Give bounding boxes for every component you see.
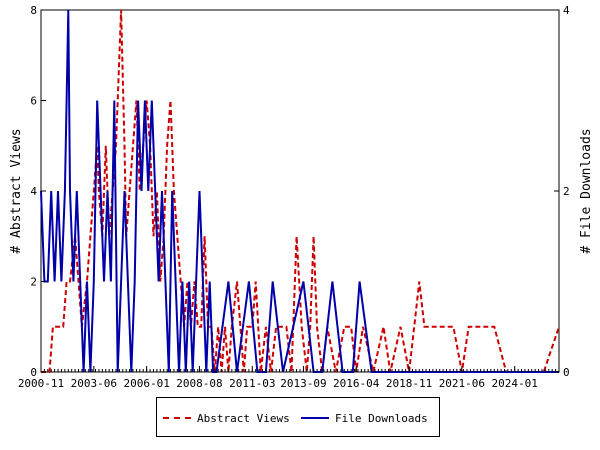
y-axis-right-title: # File Downloads <box>579 128 594 253</box>
legend-item-file-downloads: File Downloads <box>301 410 428 426</box>
series-lines <box>40 9 560 373</box>
y-left-tick-label-3: 6 <box>30 95 37 108</box>
tick-labels: 2000-11 2003-06 2006-01 2008-08 2011-03 2013-… <box>18 4 570 390</box>
legend-swatch-dashed <box>163 417 191 419</box>
x-tick-label-3: 2008-08 <box>176 377 222 390</box>
y-axis-left-title: # Abstract Views <box>9 128 24 253</box>
x-tick-label-0: 2000-11 <box>18 377 64 390</box>
x-tick-label-6: 2016-04 <box>333 377 380 390</box>
x-tick-label-2: 2006-01 <box>123 377 169 390</box>
legend-swatch-solid <box>301 417 329 419</box>
y-left-tick-label-0: 0 <box>30 366 37 379</box>
y-right-tick-label-2: 4 <box>563 4 570 17</box>
x-tick-label-1: 2003-06 <box>71 377 117 390</box>
x-tick-label-4: 2011-03 <box>229 377 275 390</box>
x-tick-label-8: 2021-06 <box>439 377 485 390</box>
y-left-tick-label-2: 4 <box>30 185 37 198</box>
x-tick-label-9: 2024-01 <box>492 377 538 390</box>
axis-ticks <box>40 9 560 373</box>
series-line-file-downloads <box>40 9 559 373</box>
x-tick-label-5: 2013-09 <box>280 377 326 390</box>
legend-label-abstract-views: Abstract Views <box>197 411 290 425</box>
legend: Abstract Views File Downloads <box>156 397 440 437</box>
y-right-tick-label-0: 0 <box>563 366 570 379</box>
x-tick-label-7: 2018-11 <box>386 377 432 390</box>
legend-label-file-downloads: File Downloads <box>335 411 428 425</box>
y-left-tick-label-4: 8 <box>30 4 37 17</box>
y-right-tick-label-1: 2 <box>563 185 570 198</box>
y-left-tick-label-1: 2 <box>30 276 37 289</box>
legend-item-abstract-views: Abstract Views <box>163 410 290 426</box>
